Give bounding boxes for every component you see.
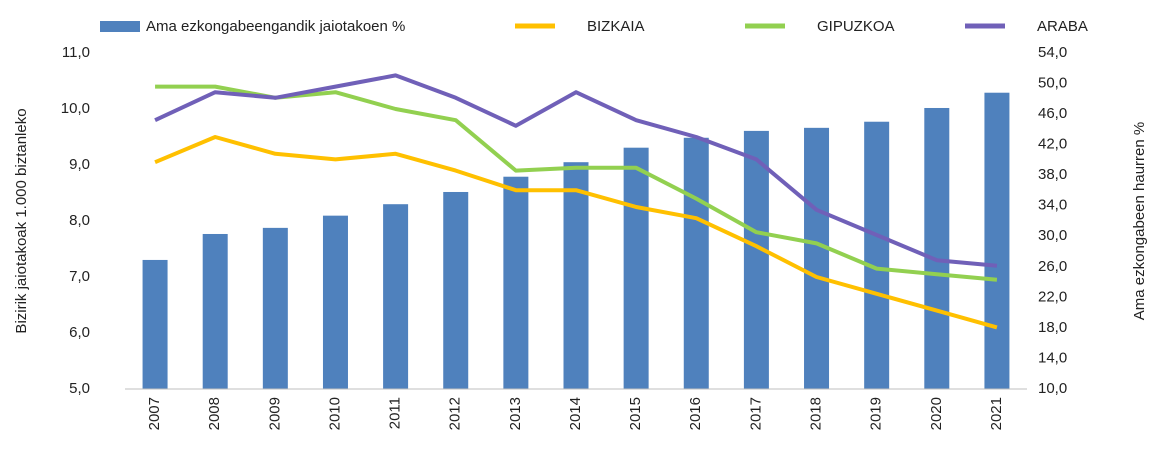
bar	[563, 162, 589, 389]
bar	[924, 107, 950, 390]
x-tick-label: 2008	[206, 397, 223, 430]
bar	[683, 137, 709, 389]
x-tick-label: 2007	[146, 397, 163, 430]
bar	[443, 191, 469, 389]
x-tick-label: 2021	[988, 397, 1005, 430]
y2-tick-label: 30,0	[1038, 227, 1067, 244]
x-tick-label: 2016	[687, 397, 704, 430]
x-tick-label: 2014	[567, 397, 584, 430]
bar	[142, 259, 168, 389]
y2-tick-label: 46,0	[1038, 105, 1067, 122]
x-tick-label: 2012	[447, 397, 464, 430]
bar	[864, 121, 890, 390]
bar	[503, 176, 529, 389]
y2-tick-label: 10,0	[1038, 380, 1067, 397]
x-tick-label: 2013	[507, 397, 524, 430]
y2-tick-label: 18,0	[1038, 319, 1067, 336]
bar	[984, 92, 1010, 389]
bar	[623, 147, 649, 389]
y2-tick-label: 34,0	[1038, 197, 1067, 214]
y-tick-label: 6,0	[69, 324, 90, 341]
y2-tick-label: 14,0	[1038, 349, 1067, 366]
x-tick-label: 2019	[868, 397, 885, 430]
y-tick-label: 11,0	[62, 44, 90, 61]
bar	[804, 127, 830, 389]
legend-label: GIPUZKOA	[817, 18, 895, 35]
legend-label: ARABA	[1037, 18, 1088, 35]
y2-tick-label: 50,0	[1038, 75, 1067, 92]
y-tick-label: 5,0	[69, 380, 90, 397]
y-axis-title: Bizirik jaiotakoak 1.000 biztanleko	[13, 108, 30, 333]
y-tick-label: 7,0	[69, 268, 90, 285]
y2-tick-label: 54,0	[1038, 44, 1067, 61]
x-tick-label: 2017	[747, 397, 764, 430]
x-tick-label: 2011	[387, 397, 404, 429]
y2-tick-label: 26,0	[1038, 258, 1067, 275]
y2-tick-label: 22,0	[1038, 288, 1067, 305]
x-tick-label: 2018	[808, 397, 825, 430]
legend-swatch	[100, 21, 140, 32]
y-tick-label: 10,0	[61, 100, 90, 117]
y-tick-label: 9,0	[69, 156, 90, 173]
legend-label: BIZKAIA	[587, 18, 645, 35]
legend-label: Ama ezkongabeengandik jaiotakoen %	[146, 18, 405, 35]
bar	[262, 227, 288, 389]
x-tick-label: 2015	[627, 397, 644, 430]
y2-axis-title: Ama ezkongabeen haurren %	[1131, 122, 1148, 320]
y2-tick-label: 38,0	[1038, 166, 1067, 183]
bar	[743, 130, 769, 389]
y-tick-label: 8,0	[69, 212, 90, 229]
y2-tick-label: 42,0	[1038, 136, 1067, 153]
line	[154, 73, 998, 268]
x-tick-label: 2020	[928, 397, 945, 430]
bar	[383, 204, 409, 389]
bar	[322, 215, 348, 389]
x-tick-label: 2009	[266, 397, 283, 430]
line	[154, 135, 998, 330]
bar	[202, 233, 228, 389]
x-tick-label: 2010	[326, 397, 343, 430]
